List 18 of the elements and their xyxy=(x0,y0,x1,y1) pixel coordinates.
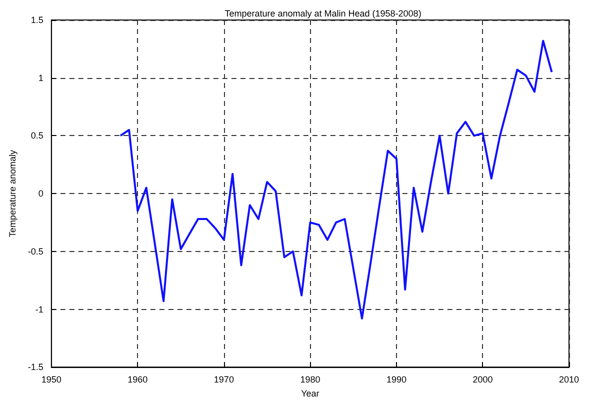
x-tick-label: 2010 xyxy=(558,374,580,385)
y-tick-label: -1 xyxy=(35,304,44,314)
x-tick-label: 1980 xyxy=(300,374,320,385)
line-series xyxy=(119,40,553,320)
y-tick-label: 1 xyxy=(38,72,44,83)
x-tick-label: 1950 xyxy=(41,374,62,385)
x-tick-label: 2000 xyxy=(472,374,493,385)
y-tick-label: 1.5 xyxy=(30,15,44,25)
x-tick-label: 1970 xyxy=(214,374,234,385)
y-axis-title: Temperature anomaly xyxy=(8,150,18,238)
x-tick-label: 1960 xyxy=(128,374,148,385)
y-tick-label: 0 xyxy=(38,188,44,199)
x-tick-label: 1990 xyxy=(386,374,406,385)
y-tick-label: 0.5 xyxy=(30,130,44,141)
y-tick-label: -0.5 xyxy=(28,246,44,256)
x-axis-title: Year xyxy=(301,388,320,398)
chart-title: Temperature anomaly at Malin Head (1958-2008) xyxy=(224,8,422,18)
y-tick-label: -1.5 xyxy=(28,362,44,372)
